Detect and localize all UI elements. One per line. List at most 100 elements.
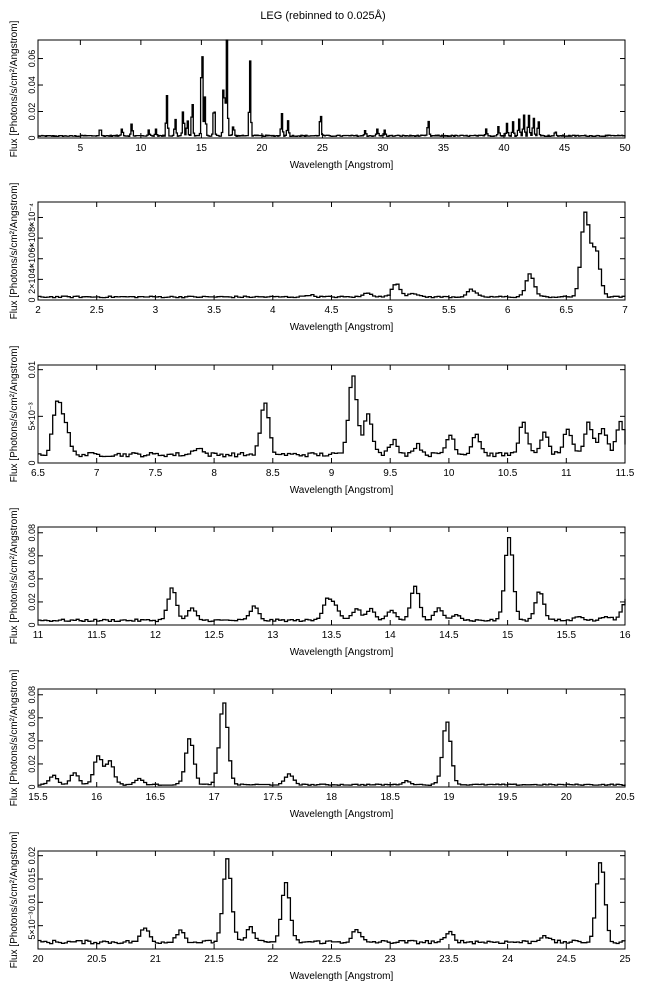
x-axis-label: Wavelength [Angstrom] xyxy=(290,647,394,658)
x-tick-label: 15.5 xyxy=(28,792,48,803)
x-tick-label: 3.5 xyxy=(207,305,221,316)
y-tick-label: 0.01 xyxy=(27,361,37,379)
x-tick-label: 15 xyxy=(196,143,208,154)
x-tick-label: 4 xyxy=(270,305,276,316)
spectrum-series xyxy=(38,211,626,299)
x-tick-label: 10 xyxy=(135,143,147,154)
x-axis-label: Wavelength [Angstrom] xyxy=(290,322,394,333)
x-tick-label: 11 xyxy=(561,468,572,479)
y-axis-label: Flux [Photons/s/cm²/Angstrom] xyxy=(9,182,20,319)
y-tick-label: 0 xyxy=(27,622,37,627)
x-tick-label: 50 xyxy=(619,143,631,154)
x-tick-label: 21 xyxy=(150,954,162,965)
y-axis-label: Flux [Photons/s/cm²/Angstrom] xyxy=(9,831,20,968)
x-tick-label: 19.5 xyxy=(498,792,518,803)
page-title: LEG (rebinned to 0.025Å) xyxy=(260,10,386,22)
x-tick-label: 3 xyxy=(153,305,159,316)
y-tick-label: 0.02 xyxy=(27,593,37,611)
x-tick-label: 12.5 xyxy=(204,630,224,641)
x-tick-label: 16 xyxy=(91,792,103,803)
y-tick-label: 0.06 xyxy=(27,50,37,68)
x-tick-label: 25 xyxy=(619,954,631,965)
plot-frame xyxy=(37,526,626,626)
x-tick-label: 16 xyxy=(619,630,631,641)
spectrum-series xyxy=(38,702,626,786)
x-tick-label: 5 xyxy=(387,305,393,316)
y-tick-label: 0.015 xyxy=(27,868,37,891)
y-tick-label: 0.04 xyxy=(27,76,37,94)
x-tick-label: 20 xyxy=(32,954,44,965)
x-tick-label: 10 xyxy=(443,468,455,479)
x-tick-label: 9.5 xyxy=(383,468,397,479)
spectrum-series xyxy=(38,39,626,138)
y-tick-label: 2×10⁻⁴ xyxy=(27,265,37,294)
x-tick-label: 23 xyxy=(385,954,397,965)
chart-panel-6: 20 20.5 21 21.5 22 22.5 23 23.5 24 24.5 255×10⁻³0.… xyxy=(9,831,631,982)
x-tick-label: 7 xyxy=(94,468,100,479)
x-tick-label: 20 xyxy=(256,143,268,154)
y-tick-label: 0.06 xyxy=(27,709,37,727)
x-tick-label: 7 xyxy=(622,305,628,316)
y-tick-label: 0.04 xyxy=(27,570,37,588)
x-tick-label: 13 xyxy=(267,630,279,641)
x-tick-label: 19 xyxy=(443,792,455,803)
plot-frame xyxy=(37,201,626,301)
chart-panel-3: 6.5 7 7.5 8 8.5 9 9.5 10 10.5 11 11.5 0 5×10⁻³ 0.01 Wa… xyxy=(9,345,635,496)
spectrum-series xyxy=(38,536,626,623)
x-tick-label: 15.5 xyxy=(557,630,577,641)
y-tick-label: 6×10⁻⁴ xyxy=(27,224,37,253)
x-tick-label: 4.5 xyxy=(325,305,339,316)
chart-panel-2: 2 2.5 3 3.5 4 4.5 5 5.5 6 6.5 7 0 2×10⁻⁴4×10⁻⁴6×10⁻⁴… xyxy=(9,182,628,333)
y-tick-label: 0 xyxy=(27,297,37,302)
x-tick-label: 17.5 xyxy=(263,792,283,803)
x-tick-label: 13.5 xyxy=(322,630,342,641)
y-tick-label: 0.02 xyxy=(27,103,37,121)
x-tick-label: 40 xyxy=(498,143,510,154)
y-axis-label: Flux [Photons/s/cm²/Angstrom] xyxy=(9,345,20,482)
spectrum-series xyxy=(38,375,626,458)
x-tick-label: 5 xyxy=(78,143,84,154)
x-tick-label: 12 xyxy=(150,630,162,641)
x-tick-label: 17 xyxy=(209,792,221,803)
x-axis-label: Wavelength [Angstrom] xyxy=(290,971,394,982)
x-tick-label: 15 xyxy=(502,630,514,641)
x-tick-label: 30 xyxy=(377,143,389,154)
y-tick-label: 0.08 xyxy=(27,524,37,542)
x-tick-label: 10.5 xyxy=(498,468,518,479)
x-tick-label: 23.5 xyxy=(439,954,459,965)
x-tick-label: 8 xyxy=(211,468,217,479)
x-axis-label: Wavelength [Angstrom] xyxy=(290,160,394,171)
plot-frame xyxy=(37,850,626,950)
x-tick-label: 2.5 xyxy=(90,305,104,316)
x-tick-label: 16.5 xyxy=(146,792,166,803)
chart-panel-5: 15.5 16 16.5 17 17.5 18 18.5 19 19.5 20 20.5 0 0.02 0… xyxy=(9,669,635,820)
x-axis-label: Wavelength [Angstrom] xyxy=(290,485,394,496)
y-tick-label: 0.02 xyxy=(27,847,37,865)
x-tick-label: 6.5 xyxy=(559,305,573,316)
x-tick-label: 24 xyxy=(502,954,514,965)
x-tick-label: 14.5 xyxy=(439,630,459,641)
x-tick-label: 21.5 xyxy=(204,954,224,965)
x-tick-label: 25 xyxy=(317,143,329,154)
y-axis-label: Flux [Photons/s/cm²/Angstrom] xyxy=(9,20,20,157)
x-axis-label: Wavelength [Angstrom] xyxy=(290,809,394,820)
x-tick-label: 8.5 xyxy=(266,468,280,479)
y-tick-label: 0.02 xyxy=(27,755,37,773)
y-tick-label: 0 xyxy=(27,460,37,465)
spectrum-series xyxy=(38,858,626,945)
x-tick-label: 14 xyxy=(385,630,397,641)
x-tick-label: 6.5 xyxy=(31,468,45,479)
y-tick-label: 0.01 xyxy=(27,894,37,912)
x-tick-label: 20 xyxy=(561,792,573,803)
y-tick-label: 0.08 xyxy=(27,686,37,704)
x-tick-label: 2 xyxy=(35,305,41,316)
chart-panel-1: 5 10 15 20 25 30 35 40 45 50 0 0.02 0.04 0.06 Waveleng… xyxy=(9,20,631,171)
x-tick-label: 7.5 xyxy=(148,468,162,479)
y-tick-label: 4×10⁻⁴ xyxy=(27,244,37,273)
y-tick-label: 5×10⁻³ xyxy=(27,402,37,430)
x-tick-label: 22 xyxy=(267,954,279,965)
y-tick-label: 0.06 xyxy=(27,547,37,565)
x-tick-label: 11.5 xyxy=(87,630,106,641)
x-tick-label: 22.5 xyxy=(322,954,342,965)
